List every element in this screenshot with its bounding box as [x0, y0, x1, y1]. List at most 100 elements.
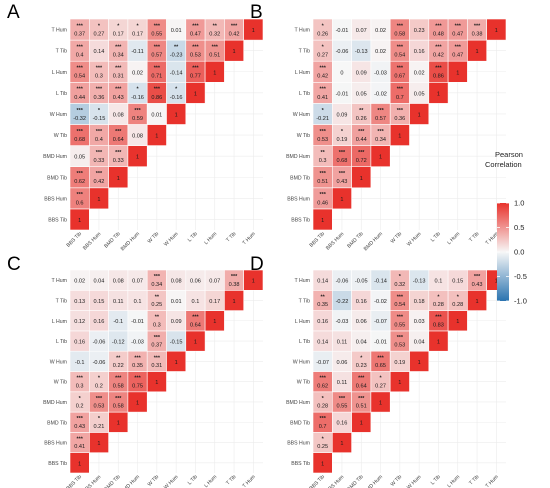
significance-mark: * — [399, 274, 402, 280]
cell-value: -0.11 — [131, 49, 143, 55]
cell-value: 0.3 — [76, 383, 84, 389]
significance-mark: *** — [377, 108, 384, 114]
significance-mark: ** — [359, 108, 364, 114]
cell-value: 0.43 — [74, 424, 85, 430]
cell-value: 0.16 — [94, 319, 105, 325]
cell-value: 1 — [495, 28, 498, 34]
significance-mark: *** — [154, 45, 161, 51]
cell-value: 0.16 — [317, 319, 328, 325]
significance-mark: *** — [339, 171, 346, 177]
cell-value: 0.13 — [74, 299, 85, 305]
cell-value: 1 — [418, 360, 421, 366]
legend-tick-label: -1.0 — [514, 297, 527, 306]
significance-mark: *** — [154, 355, 161, 361]
significance-mark: * — [136, 23, 139, 29]
column-label: BBS Tib — [309, 231, 327, 249]
cell-value: 0.55 — [337, 404, 348, 410]
cell-value: 0.42 — [433, 53, 444, 59]
cell-value: 0.4 — [76, 53, 84, 59]
cell-value: 0.51 — [317, 179, 328, 185]
cell-value: 0.47 — [190, 31, 201, 37]
cell-value: 0.54 — [74, 74, 85, 80]
significance-mark: *** — [115, 376, 122, 382]
cell-value: 0.23 — [414, 28, 425, 34]
significance-mark: *** — [192, 66, 199, 72]
column-label: L Tib — [187, 474, 199, 486]
cell-value: 0.62 — [74, 179, 85, 185]
cell-value: 0.09 — [171, 319, 182, 325]
cell-value: -0.14 — [170, 70, 183, 76]
row-label: L Tib — [56, 339, 67, 345]
cell-value: 0.15 — [452, 279, 463, 285]
cell-value: 0.17 — [132, 31, 143, 37]
significance-mark: *** — [115, 87, 122, 93]
cell-value: 0.2 — [95, 383, 103, 389]
cell-value: 0.16 — [337, 421, 348, 427]
cell-value: 1 — [97, 197, 100, 203]
legend-tick-label: -0.5 — [514, 272, 527, 281]
cell-value: 0.02 — [74, 279, 85, 285]
row-label: BBS Tib — [291, 217, 310, 223]
significance-mark: *** — [77, 66, 84, 72]
row-label: BMD Hum — [286, 154, 310, 160]
row-label: BMD Hum — [43, 400, 67, 406]
cell-value: 0.14 — [94, 49, 105, 55]
cell-value: -0.03 — [336, 319, 349, 325]
row-label: W Tib — [297, 380, 310, 386]
cell-value: 0.77 — [190, 74, 201, 80]
panel-d: D1*0.251***0.70.16 1*0.28***0.55***0.511*… — [250, 254, 507, 488]
cell-value: 0.01 — [151, 112, 162, 118]
significance-mark: *** — [358, 396, 365, 402]
significance-mark: * — [457, 294, 460, 300]
significance-mark: *** — [154, 66, 161, 72]
cell-value: 0.32 — [394, 282, 405, 288]
cell-value: 1 — [97, 441, 100, 447]
cell-value: -0.13 — [355, 49, 368, 55]
column-label: T Hum — [242, 231, 257, 246]
cell-value: 1 — [321, 461, 324, 467]
column-label: BBS Hum — [325, 474, 345, 488]
significance-mark: *** — [77, 23, 84, 29]
heatmap-cell — [486, 18, 507, 41]
significance-mark: *** — [77, 192, 84, 198]
cell-value: -0.06 — [336, 49, 349, 55]
cell-value: 0.2 — [76, 404, 84, 410]
significance-mark: *** — [115, 66, 122, 72]
cell-value: -0.01 — [336, 91, 349, 97]
cell-value: 0.55 — [394, 322, 405, 328]
row-label: L Hum — [295, 319, 310, 325]
column-label: W Tib — [390, 231, 404, 245]
cell-value: 0.58 — [113, 404, 124, 410]
row-label: BMD Tib — [290, 175, 310, 181]
row-label: BMD Tib — [47, 420, 67, 426]
cell-value: 0.16 — [356, 299, 367, 305]
cell-value: 1 — [495, 279, 498, 285]
cell-value: 0.02 — [132, 70, 143, 76]
significance-mark: *** — [320, 376, 327, 382]
significance-mark: *** — [154, 87, 161, 93]
significance-mark: * — [322, 108, 325, 114]
significance-mark: *** — [474, 274, 481, 280]
cell-value: 0.86 — [151, 95, 162, 101]
cell-value: 0.37 — [74, 31, 85, 37]
cell-value: 0.14 — [317, 339, 328, 345]
cell-value: 0.4 — [95, 137, 103, 143]
column-label: L Hum — [446, 231, 461, 246]
significance-mark: *** — [377, 129, 384, 135]
cell-value: 0.37 — [151, 343, 162, 349]
cell-value: 1 — [78, 461, 81, 467]
cell-value: 0.19 — [394, 360, 405, 366]
significance-mark: * — [79, 396, 82, 402]
row-label: BBS Hum — [44, 441, 67, 447]
cell-value: 0.26 — [317, 31, 328, 37]
cell-value: 0.47 — [452, 31, 463, 37]
significance-mark: *** — [96, 150, 103, 156]
cell-value: 0.14 — [317, 279, 328, 285]
cell-value: 0.3 — [95, 74, 103, 80]
cell-value: 0.58 — [394, 31, 405, 37]
significance-mark: * — [98, 376, 101, 382]
cell-value: 0.08 — [113, 279, 124, 285]
significance-mark: *** — [455, 45, 462, 51]
cell-value: 0.51 — [356, 404, 367, 410]
